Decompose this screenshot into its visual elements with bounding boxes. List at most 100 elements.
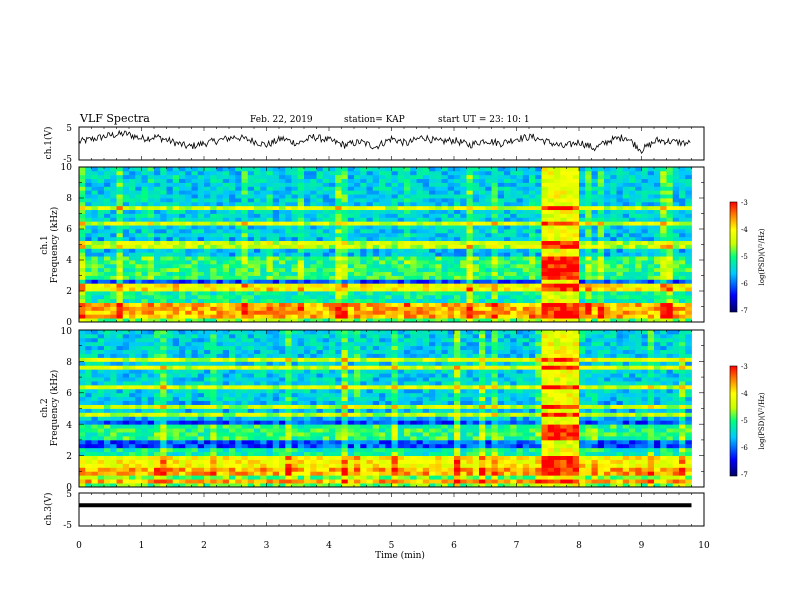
spectrogram-cell (447, 205, 455, 211)
spectrogram-cell (279, 447, 286, 453)
spectrogram-cell (629, 479, 636, 484)
spectrogram-cell (141, 244, 149, 249)
spectrogram-cell (254, 248, 261, 253)
spectrogram-cell (391, 459, 399, 464)
spectrogram-cell (504, 467, 511, 472)
spectrogram-cell (266, 475, 274, 480)
spectrogram-cell (135, 236, 142, 242)
spectrogram-cell (85, 240, 92, 245)
spectrogram-cell (560, 291, 567, 296)
spectrogram-cell (585, 271, 592, 276)
ch1-waveform-panel: 5 -5 ch.1(V) (43, 124, 705, 165)
spectrogram-cell (154, 201, 161, 207)
spectrogram-cell (510, 463, 517, 468)
spectrogram-cell (504, 287, 511, 292)
spectrogram-cell (122, 201, 130, 207)
spectrogram-cell (191, 455, 199, 460)
spectrogram-cell (85, 263, 92, 269)
spectrogram-cell (404, 256, 411, 261)
spectrogram-cell (347, 443, 355, 449)
spectrogram-cell (647, 213, 655, 218)
spectrogram-cell (616, 201, 624, 207)
spectrogram-cell (104, 260, 111, 265)
spectrogram-cell (272, 174, 280, 180)
spectrogram-cell (416, 201, 424, 207)
spectrogram-cell (204, 256, 211, 261)
spectrogram-cell (591, 178, 599, 183)
spectrogram-cell (622, 213, 630, 218)
spectrogram-cell (135, 194, 142, 199)
spectrogram-cell (241, 475, 249, 480)
spectrogram-cell (247, 271, 255, 276)
spectrogram-cell (604, 291, 611, 296)
spectrogram-cell (104, 447, 111, 453)
spectrogram-cell (166, 256, 174, 261)
spectrogram-cell (147, 471, 155, 476)
spectrogram-cell (229, 225, 236, 230)
spectrogram-cell (566, 221, 574, 226)
spectrogram-cell (597, 455, 605, 460)
spectrogram-cell (404, 232, 411, 238)
spectrogram-cell (579, 174, 586, 180)
spectrogram-cell (79, 190, 86, 195)
spectrogram-cell (622, 174, 630, 180)
spectrogram-cell (260, 240, 267, 245)
spectrogram-cell (622, 310, 630, 315)
spectrogram-cell (241, 267, 249, 273)
spectrogram-cell (610, 279, 617, 284)
spectrogram-cell (635, 225, 642, 230)
spectrogram-cell (516, 221, 524, 226)
spectrogram-cell (622, 186, 630, 191)
spectrogram-cell (485, 186, 492, 191)
spectrogram-cell (147, 170, 155, 176)
spectrogram-cell (404, 298, 411, 304)
spectrogram-cell (597, 298, 605, 304)
spectrogram-cell (460, 451, 467, 457)
spectrogram-cell (485, 232, 492, 238)
spectrogram-cell (410, 467, 417, 472)
spectrogram-cell (254, 467, 261, 472)
spectrogram-cell (685, 271, 692, 276)
spectrogram-cell (122, 271, 130, 276)
spectrogram-cell (322, 170, 330, 176)
spectrogram-cell (122, 236, 130, 242)
spectrogram-cell (529, 217, 536, 222)
spectrogram-cell (422, 291, 430, 296)
spectrogram-cell (116, 463, 124, 468)
spectrogram-cell (366, 271, 374, 276)
spectrogram-cell (272, 217, 280, 222)
spectrogram-cell (222, 182, 230, 187)
spectrogram-cell (322, 205, 330, 211)
spectrogram-cell (266, 306, 274, 311)
spectrogram-cell (172, 232, 180, 238)
spectrogram-cell (129, 178, 136, 183)
spectrogram-cell (147, 232, 155, 238)
spectrogram-cell (610, 314, 617, 319)
spectrogram-cell (447, 267, 455, 273)
spectrogram-cell (472, 236, 480, 242)
spectrogram-cell (91, 267, 99, 273)
spectrogram-cell (447, 174, 455, 180)
spectrogram-cell (485, 182, 492, 187)
spectrogram-cell (560, 209, 567, 214)
spectrogram-cell (160, 256, 167, 261)
spectrogram-cell (235, 221, 242, 226)
spectrogram-cell (454, 314, 461, 319)
spectrogram-cell (322, 302, 330, 307)
spectrogram-cell (629, 174, 636, 180)
spectrogram-cell (679, 318, 686, 323)
spectrogram-cell (241, 186, 249, 191)
spectrogram-cell (316, 459, 324, 464)
spectrogram-cell (529, 229, 536, 234)
spectrogram-cell (404, 283, 411, 288)
spectrogram-cell (222, 463, 230, 468)
spectrogram-cell (229, 479, 236, 484)
spectrogram-cell (316, 475, 324, 480)
spectrogram-cell (210, 229, 217, 234)
spectrogram-cell (116, 310, 124, 315)
spectrogram-cell (591, 182, 599, 187)
spectrogram-cell (329, 283, 336, 288)
spectrogram-cell (647, 186, 655, 191)
spectrogram-cell (629, 271, 636, 276)
spectrogram-cell (135, 302, 142, 307)
